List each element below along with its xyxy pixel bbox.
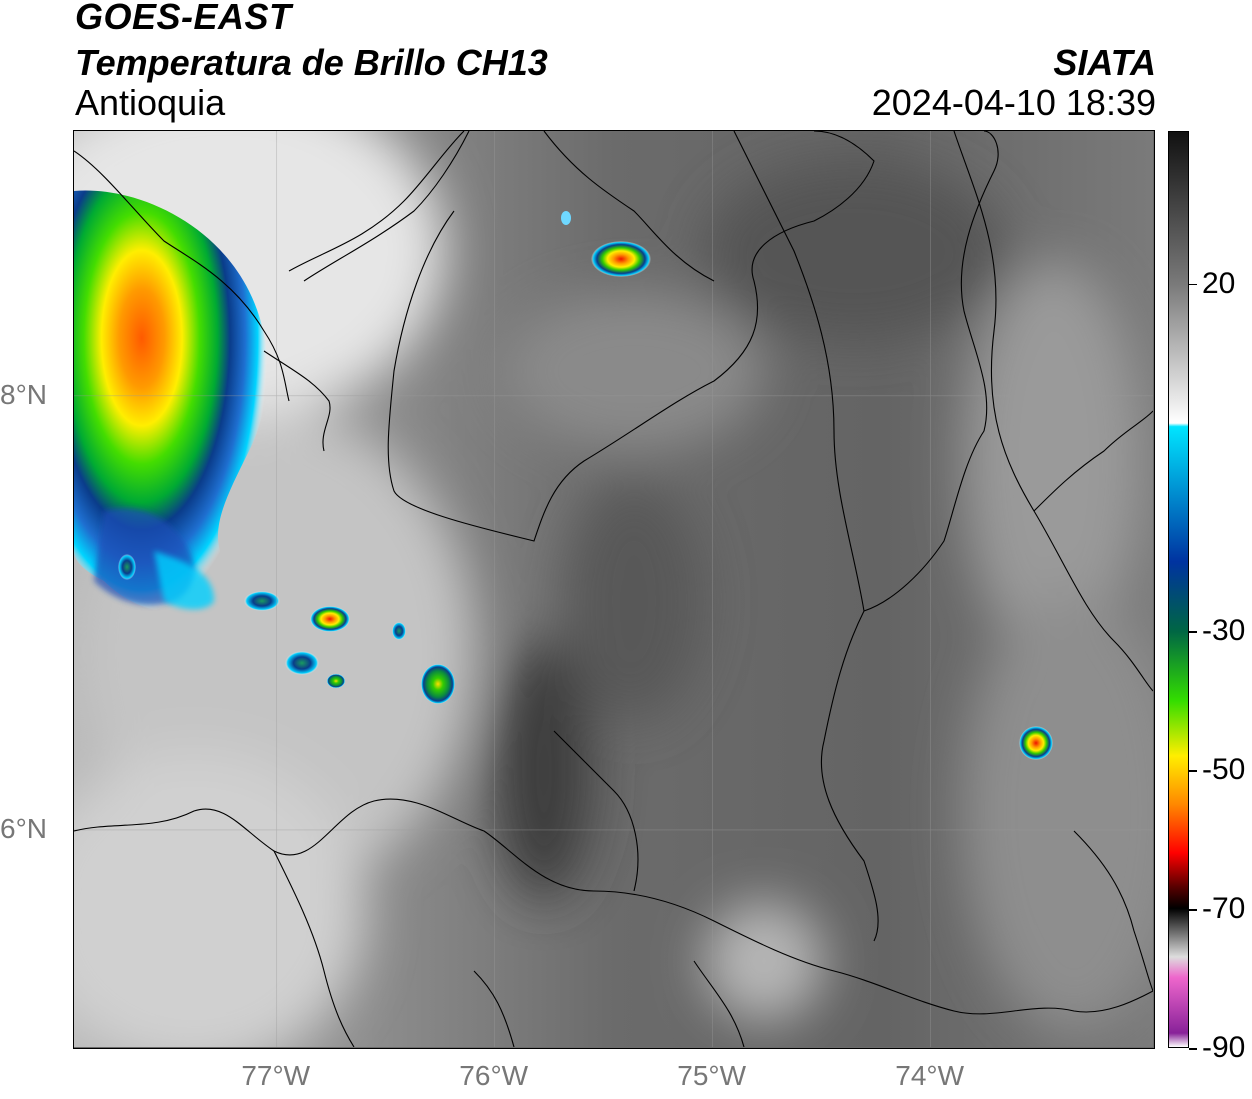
coastline-uraba bbox=[263, 350, 331, 452]
colorbar-tick-3 bbox=[1189, 909, 1197, 911]
colorbar-label-3: -70 bbox=[1202, 892, 1246, 926]
timestamp-label: 2024-04-10 18:39 bbox=[871, 82, 1156, 123]
colorbar-tick-0 bbox=[1189, 283, 1197, 286]
x-tick-label-0: 77°W bbox=[241, 1060, 311, 1091]
organization-label: SIATA bbox=[1053, 42, 1156, 83]
storm-cell-urabá bbox=[310, 606, 350, 632]
boundary-east-2 bbox=[1033, 410, 1153, 512]
y-tick-label-0: 8°N bbox=[0, 378, 47, 410]
y-tick-label-1: 6°N bbox=[0, 812, 47, 844]
product-title: Temperatura de Brillo CH13 bbox=[75, 42, 548, 83]
colorbar-tick-2 bbox=[1189, 770, 1197, 772]
colorbar-tick-1 bbox=[1189, 631, 1197, 633]
colorbar-tick-4 bbox=[1189, 1048, 1197, 1050]
colorbar-label-4: -90 bbox=[1202, 1031, 1246, 1064]
storm-cell-north bbox=[591, 241, 651, 277]
boundary-santander bbox=[820, 610, 879, 942]
boundaries bbox=[74, 131, 1153, 1047]
boundary-sucre bbox=[543, 131, 715, 282]
coastline-gulf-2 bbox=[303, 131, 470, 282]
storm-cell-small-2 bbox=[327, 674, 345, 688]
storm-cell-small bbox=[561, 211, 571, 225]
boundary-caldas bbox=[473, 970, 515, 1047]
satellite-title: GOES-EAST bbox=[75, 0, 292, 37]
boundary-cordoba bbox=[387, 131, 875, 542]
boundary-south bbox=[74, 798, 1153, 1015]
colorbar bbox=[1168, 131, 1189, 1048]
map-canvas bbox=[74, 131, 1153, 1047]
storm-cell-west-2 bbox=[244, 591, 280, 611]
colorbar-label-1: -30 bbox=[1202, 614, 1246, 648]
boundary-choco bbox=[273, 850, 355, 1047]
boundary-medellin bbox=[553, 730, 639, 892]
coastline-panama bbox=[74, 150, 290, 402]
gridlines bbox=[74, 131, 1153, 1047]
boundary-east bbox=[953, 131, 1153, 692]
boundary-tolima bbox=[693, 960, 745, 1047]
x-tick-label-1: 76°W bbox=[459, 1060, 529, 1091]
satellite-map bbox=[73, 130, 1155, 1049]
x-tick-label-3: 74°W bbox=[895, 1060, 965, 1091]
storm-cell-central bbox=[421, 664, 455, 704]
region-label: Antioquia bbox=[75, 82, 226, 123]
colorbar-label-2: -50 bbox=[1202, 753, 1246, 787]
colorbar-label-0: 20 bbox=[1202, 266, 1236, 300]
x-tick-label-2: 75°W bbox=[677, 1060, 747, 1091]
coastline-gulf bbox=[288, 131, 465, 272]
storm-cell-west bbox=[285, 651, 319, 675]
storm-cell-east bbox=[1019, 726, 1053, 760]
boundary-boyaca bbox=[1073, 830, 1153, 992]
storm-cell-coast bbox=[118, 554, 136, 580]
storm-cell-small-3 bbox=[392, 622, 406, 640]
convective-system-nw bbox=[74, 190, 268, 612]
boundary-bolivar bbox=[733, 131, 999, 612]
